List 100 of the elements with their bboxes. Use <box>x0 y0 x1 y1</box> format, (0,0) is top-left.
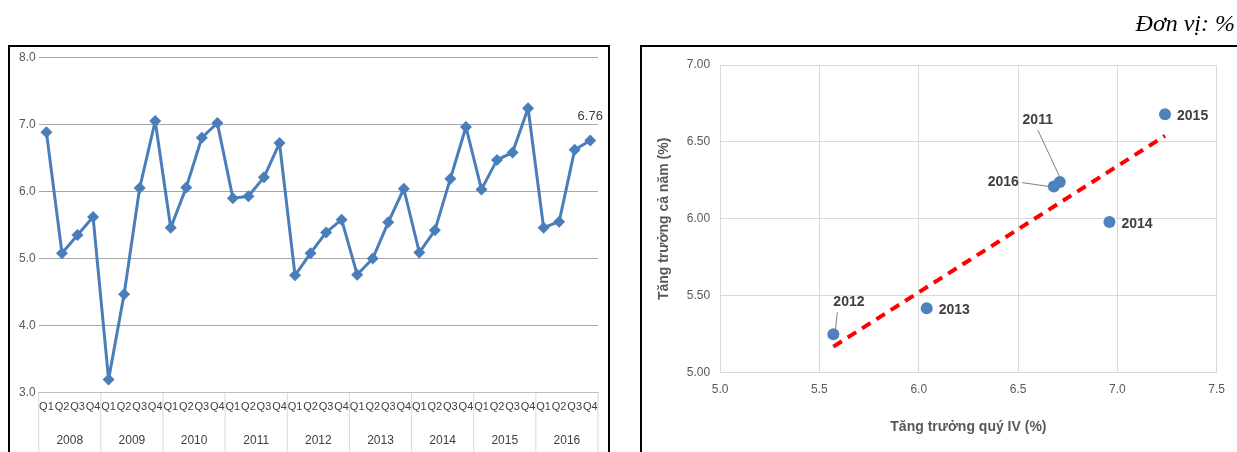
point <box>180 181 193 194</box>
x-tick-label: 6.5 <box>1009 382 1027 397</box>
point <box>195 131 208 144</box>
point <box>475 183 488 196</box>
text: 2013 <box>367 433 395 448</box>
text: Đơn vị: % <box>1135 10 1235 37</box>
point <box>537 221 550 234</box>
x-tick-label: Q4 <box>458 400 474 413</box>
point <box>1159 108 1172 121</box>
x-tick-label: Q3 <box>505 400 520 413</box>
point <box>320 226 333 239</box>
x-tick-label: Q4 <box>396 400 412 413</box>
point <box>584 134 597 147</box>
x-tick-label: Q1 <box>101 400 116 413</box>
x-tick-label: Q2 <box>178 400 194 413</box>
x-tick-label: Q4 <box>334 400 349 413</box>
x-tick-label: Q4 <box>210 400 225 413</box>
x-tick-label: Q1 <box>163 400 179 413</box>
x-tick-label: Q4 <box>582 400 598 413</box>
annotation: 2012 <box>833 293 865 310</box>
annotation: 2015 <box>1177 107 1209 124</box>
point <box>71 229 84 242</box>
x-tick-label: Q3 <box>380 400 396 413</box>
text: 2008 <box>56 433 84 448</box>
x-tick-label: Q2 <box>241 400 256 413</box>
y-tick-label: 6.00 <box>686 211 711 226</box>
y-tick-label: 6.50 <box>686 134 711 149</box>
text: 2011 <box>243 433 270 448</box>
text: 2009 <box>118 433 146 448</box>
x-tick-label: 7.5 <box>1208 382 1226 397</box>
x-tick-label: Q1 <box>411 400 427 413</box>
y-tick-label: 7.00 <box>686 57 711 72</box>
x-tick-label: Q1 <box>39 400 54 413</box>
x-tick-label: Q2 <box>303 400 318 413</box>
annotation: 2011 <box>1022 110 1054 127</box>
y-tick-label: 4.0 <box>18 317 36 332</box>
point <box>118 288 131 301</box>
point <box>413 246 426 259</box>
annotation: 2013 <box>938 301 971 318</box>
point <box>444 172 457 185</box>
y-tick-label: 7.0 <box>18 116 36 131</box>
text: 2015 <box>491 433 519 448</box>
x-tick-label: Q3 <box>70 400 85 413</box>
point <box>428 224 441 237</box>
x-tick-label: 5.0 <box>711 382 729 397</box>
point <box>40 126 53 139</box>
text: 2014 <box>429 433 457 448</box>
x-tick-label: Q2 <box>489 400 505 413</box>
point <box>491 153 504 166</box>
point <box>827 328 840 341</box>
x-tick-label: 6.0 <box>910 382 928 397</box>
x-tick-label: Q3 <box>318 400 334 413</box>
point <box>87 210 100 223</box>
x-tick-label: Q1 <box>474 400 489 413</box>
point <box>568 143 581 156</box>
x-tick-label: Q3 <box>132 400 148 413</box>
x-tick-label: Q2 <box>116 400 132 413</box>
y-tick-label: 3.0 <box>18 385 36 400</box>
x-tick-label: Q1 <box>287 400 303 413</box>
point <box>242 190 255 203</box>
y-tick-label: 6.0 <box>18 183 36 198</box>
x-tick-label: Q1 <box>225 400 241 413</box>
x-tick-label: Q3 <box>194 400 210 413</box>
x-tick-label: Q2 <box>551 400 567 413</box>
x-tick-label: Q4 <box>272 400 287 413</box>
x-tick-label: 7.0 <box>1109 382 1127 397</box>
point <box>289 269 302 282</box>
x-tick-label: Q1 <box>536 400 551 413</box>
data-label: 6.76 <box>577 107 603 123</box>
y-tick-label: 5.0 <box>18 250 36 265</box>
x-tick-label: Q2 <box>365 400 381 413</box>
point <box>366 252 379 265</box>
x-tick-label: Q3 <box>567 400 583 413</box>
y-axis-title: Tăng trưởng cả năm (%) <box>655 137 672 301</box>
point <box>1103 215 1116 228</box>
point <box>351 268 364 281</box>
annotation: 2016 <box>987 173 1020 190</box>
point <box>920 302 933 315</box>
x-tick-label: Q4 <box>85 400 101 413</box>
point <box>133 182 146 195</box>
y-tick-label: 8.0 <box>18 49 36 64</box>
point <box>506 146 519 159</box>
x-tick-label: Q4 <box>147 400 163 413</box>
point <box>553 215 566 228</box>
y-tick-label: 5.00 <box>686 365 711 380</box>
point <box>382 216 395 229</box>
annotation: 2014 <box>1121 214 1153 231</box>
x-tick-label: Q4 <box>520 400 536 413</box>
point <box>1047 180 1060 193</box>
x-tick-label: Q3 <box>443 400 458 413</box>
text: 2016 <box>553 433 581 448</box>
x-tick-label: Q2 <box>54 400 70 413</box>
x-axis-title: Tăng trưởng quý IV (%) <box>890 418 1047 435</box>
point <box>226 192 239 205</box>
x-tick-label: Q2 <box>427 400 443 413</box>
point <box>335 213 348 226</box>
point <box>55 247 68 260</box>
point <box>257 171 270 184</box>
y-tick-label: 5.50 <box>686 288 711 303</box>
point <box>304 247 317 260</box>
